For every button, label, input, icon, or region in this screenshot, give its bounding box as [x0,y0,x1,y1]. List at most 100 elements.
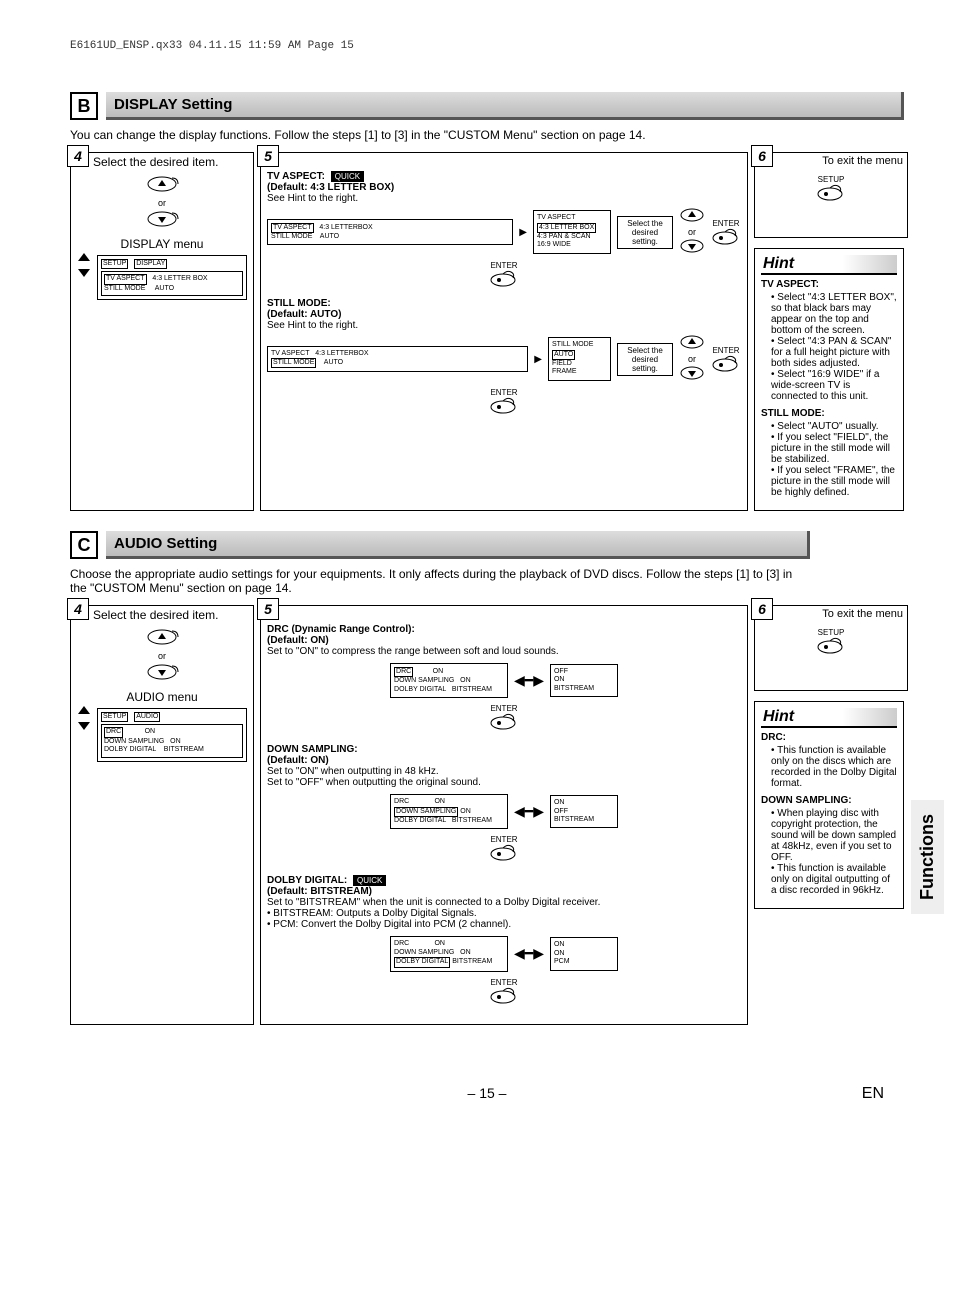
section-c-intro: Choose the appropriate audio settings fo… [70,567,810,595]
b-step6-box: 6 To exit the menu SETUP [754,152,908,238]
still-mode-hint: See Hint to the right. [267,320,741,331]
ds-default: (Default: ON) [267,755,741,766]
quick-badge: QUICK [353,875,386,886]
audio-osd: SETUP AUDIO DRC ON DOWN SAMPLING ON DOLB… [97,708,247,762]
dd-note2: • BITSTREAM: Outputs a Dolby Digital Sig… [267,908,741,919]
or-label: or [77,198,247,208]
hint-drc-head: DRC: [761,732,786,743]
b-step5-box: 5 TV ASPECT: QUICK (Default: 4:3 LETTER … [260,152,748,511]
dd-note1: Set to "BITSTREAM" when the unit is conn… [267,897,741,908]
right-arrow-icon: ▶ [519,227,527,238]
stillmode-left-osd: TV ASPECT 4:3 LETTERBOX STILL MODE AUTO [267,346,528,373]
enter-button-icon [489,713,519,731]
drc-default: (Default: ON) [267,635,741,646]
right-arrow-icon: ▶ [534,354,542,365]
section-b-header: B DISPLAY Setting [70,92,904,120]
dd-default: (Default: BITSTREAM) [267,886,741,897]
still-mode-label: STILL MODE: [267,298,741,309]
b-step5-num: 5 [257,145,279,167]
tv-aspect-hint: See Hint to the right. [267,193,741,204]
display-menu-label: DISPLAY menu [77,237,247,251]
hint-tvaspect-head: TV ASPECT: [761,279,819,290]
section-c-letter: C [70,531,98,559]
ds-note2: Set to "OFF" when outputting the origina… [267,777,741,788]
b-step4-title: Select the desired item. [93,153,249,171]
section-b-flow: 4 Select the desired item. or DISPLAY me… [70,152,904,511]
updown-arrows-icon [77,253,91,279]
enter-button-icon: ENTER [489,261,519,288]
select-setting-box: Select the desired setting. [617,216,673,249]
quick-badge: QUICK [331,171,364,182]
b-hint-box: Hint TV ASPECT: Select "4:3 LETTER BOX",… [754,248,904,511]
drc-block: DRC (Dynamic Range Control): (Default: O… [267,624,741,734]
ds-osd-left: DRC ON DOWN SAMPLING ON DOLBY DIGITAL BI… [390,794,508,829]
display-osd: SETUP DISPLAY TV ASPECT 4:3 LETTER BOX S… [97,255,247,300]
down-button-icon [679,239,705,253]
section-c-header: C AUDIO Setting [70,531,810,559]
section-c-flow: 4 Select the desired item. or AUDIO menu… [70,605,904,1025]
c-step5-num: 5 [257,598,279,620]
enter-button-icon: ENTER [711,346,741,373]
c-step6-title: To exit the menu [777,606,903,622]
section-b-letter: B [70,92,98,120]
c-step4-num: 4 [67,598,89,620]
hint-stillmode-head: STILL MODE: [761,408,825,419]
enter-button-icon: ENTER [711,219,741,246]
side-tab-functions: Functions [911,800,944,914]
drc-osd-left: DRC ON DOWN SAMPLING ON DOLBY DIGITAL BI… [390,663,508,698]
dd-note3: • PCM: Convert the Dolby Digital into PC… [267,919,741,930]
setup-button-icon [816,184,846,202]
tv-aspect-label: TV ASPECT: [267,171,325,182]
print-header: E6161UD_ENSP.qx33 04.11.15 11:59 AM Page… [70,40,904,52]
tvaspect-left-osd: TV ASPECT 4:3 LETTERBOX STILL MODE AUTO [267,219,513,246]
page-footer: – 15 – EN [70,1085,904,1101]
hint-ds-head: DOWN SAMPLING: [761,795,852,806]
c-step4-box: 4 Select the desired item. or AUDIO menu… [70,605,254,1025]
down-button-icon [679,366,705,380]
section-b-title: DISPLAY Setting [106,92,904,120]
drc-note: Set to "ON" to compress the range betwee… [267,646,741,657]
updown-arrows-icon [77,706,91,732]
down-button-icon [144,663,180,681]
setup-label: SETUP [761,175,901,184]
b-step4-box: 4 Select the desired item. or DISPLAY me… [70,152,254,511]
hint-title: Hint [761,255,897,275]
still-mode-default: (Default: AUTO) [267,309,741,320]
c-step6-box: 6 To exit the menu SETUP [754,605,908,691]
still-mode-block: STILL MODE: (Default: AUTO) See Hint to … [267,298,741,415]
c-hint-box: Hint DRC: This function is available onl… [754,701,904,909]
c-step4-title: Select the desired item. [93,606,249,624]
ds-label: DOWN SAMPLING: [267,744,741,755]
enter-button-icon [489,987,519,1005]
hint-title: Hint [761,708,897,728]
down-button-icon [144,210,180,228]
ds-block: DOWN SAMPLING: (Default: ON) Set to "ON"… [267,744,741,865]
ds-osd-right: ON OFF BITSTREAM [550,795,618,828]
stillmode-options-osd: STILL MODE AUTO FIELD FRAME [548,337,611,381]
setup-button-icon [816,637,846,655]
enter-button-icon [489,844,519,862]
hint-stillmode-list: Select "AUTO" usually. If you select "FI… [761,421,897,498]
tv-aspect-default: (Default: 4:3 LETTER BOX) [267,182,741,193]
tv-aspect-block: TV ASPECT: QUICK (Default: 4:3 LETTER BO… [267,171,741,288]
drc-osd-right: OFF ON BITSTREAM [550,664,618,697]
drc-label: DRC (Dynamic Range Control): [267,624,741,635]
double-arrow-icon: ◀━▶ [514,803,544,820]
audio-menu-label: AUDIO menu [77,690,247,704]
tvaspect-options-osd: TV ASPECT 4:3 LETTER BOX 4:3 PAN & SCAN … [533,210,611,254]
b-step6-title: To exit the menu [777,153,903,169]
up-button-icon [144,175,180,193]
dd-osd-right: ON ON PCM [550,937,618,970]
enter-button-icon: ENTER [489,388,519,415]
up-button-icon [144,628,180,646]
section-c-title: AUDIO Setting [106,531,810,559]
hint-ds-list: When playing disc with copyright protect… [761,808,897,896]
dd-osd-left: DRC ON DOWN SAMPLING ON DOLBY DIGITAL BI… [390,936,508,971]
up-button-icon [679,335,705,349]
up-button-icon [679,208,705,222]
setup-label: SETUP [761,628,901,637]
dd-label: DOLBY DIGITAL: [267,875,347,886]
page-number: – 15 – [468,1085,507,1101]
section-b-intro: You can change the display functions. Fo… [70,128,904,142]
double-arrow-icon: ◀━▶ [514,945,544,962]
